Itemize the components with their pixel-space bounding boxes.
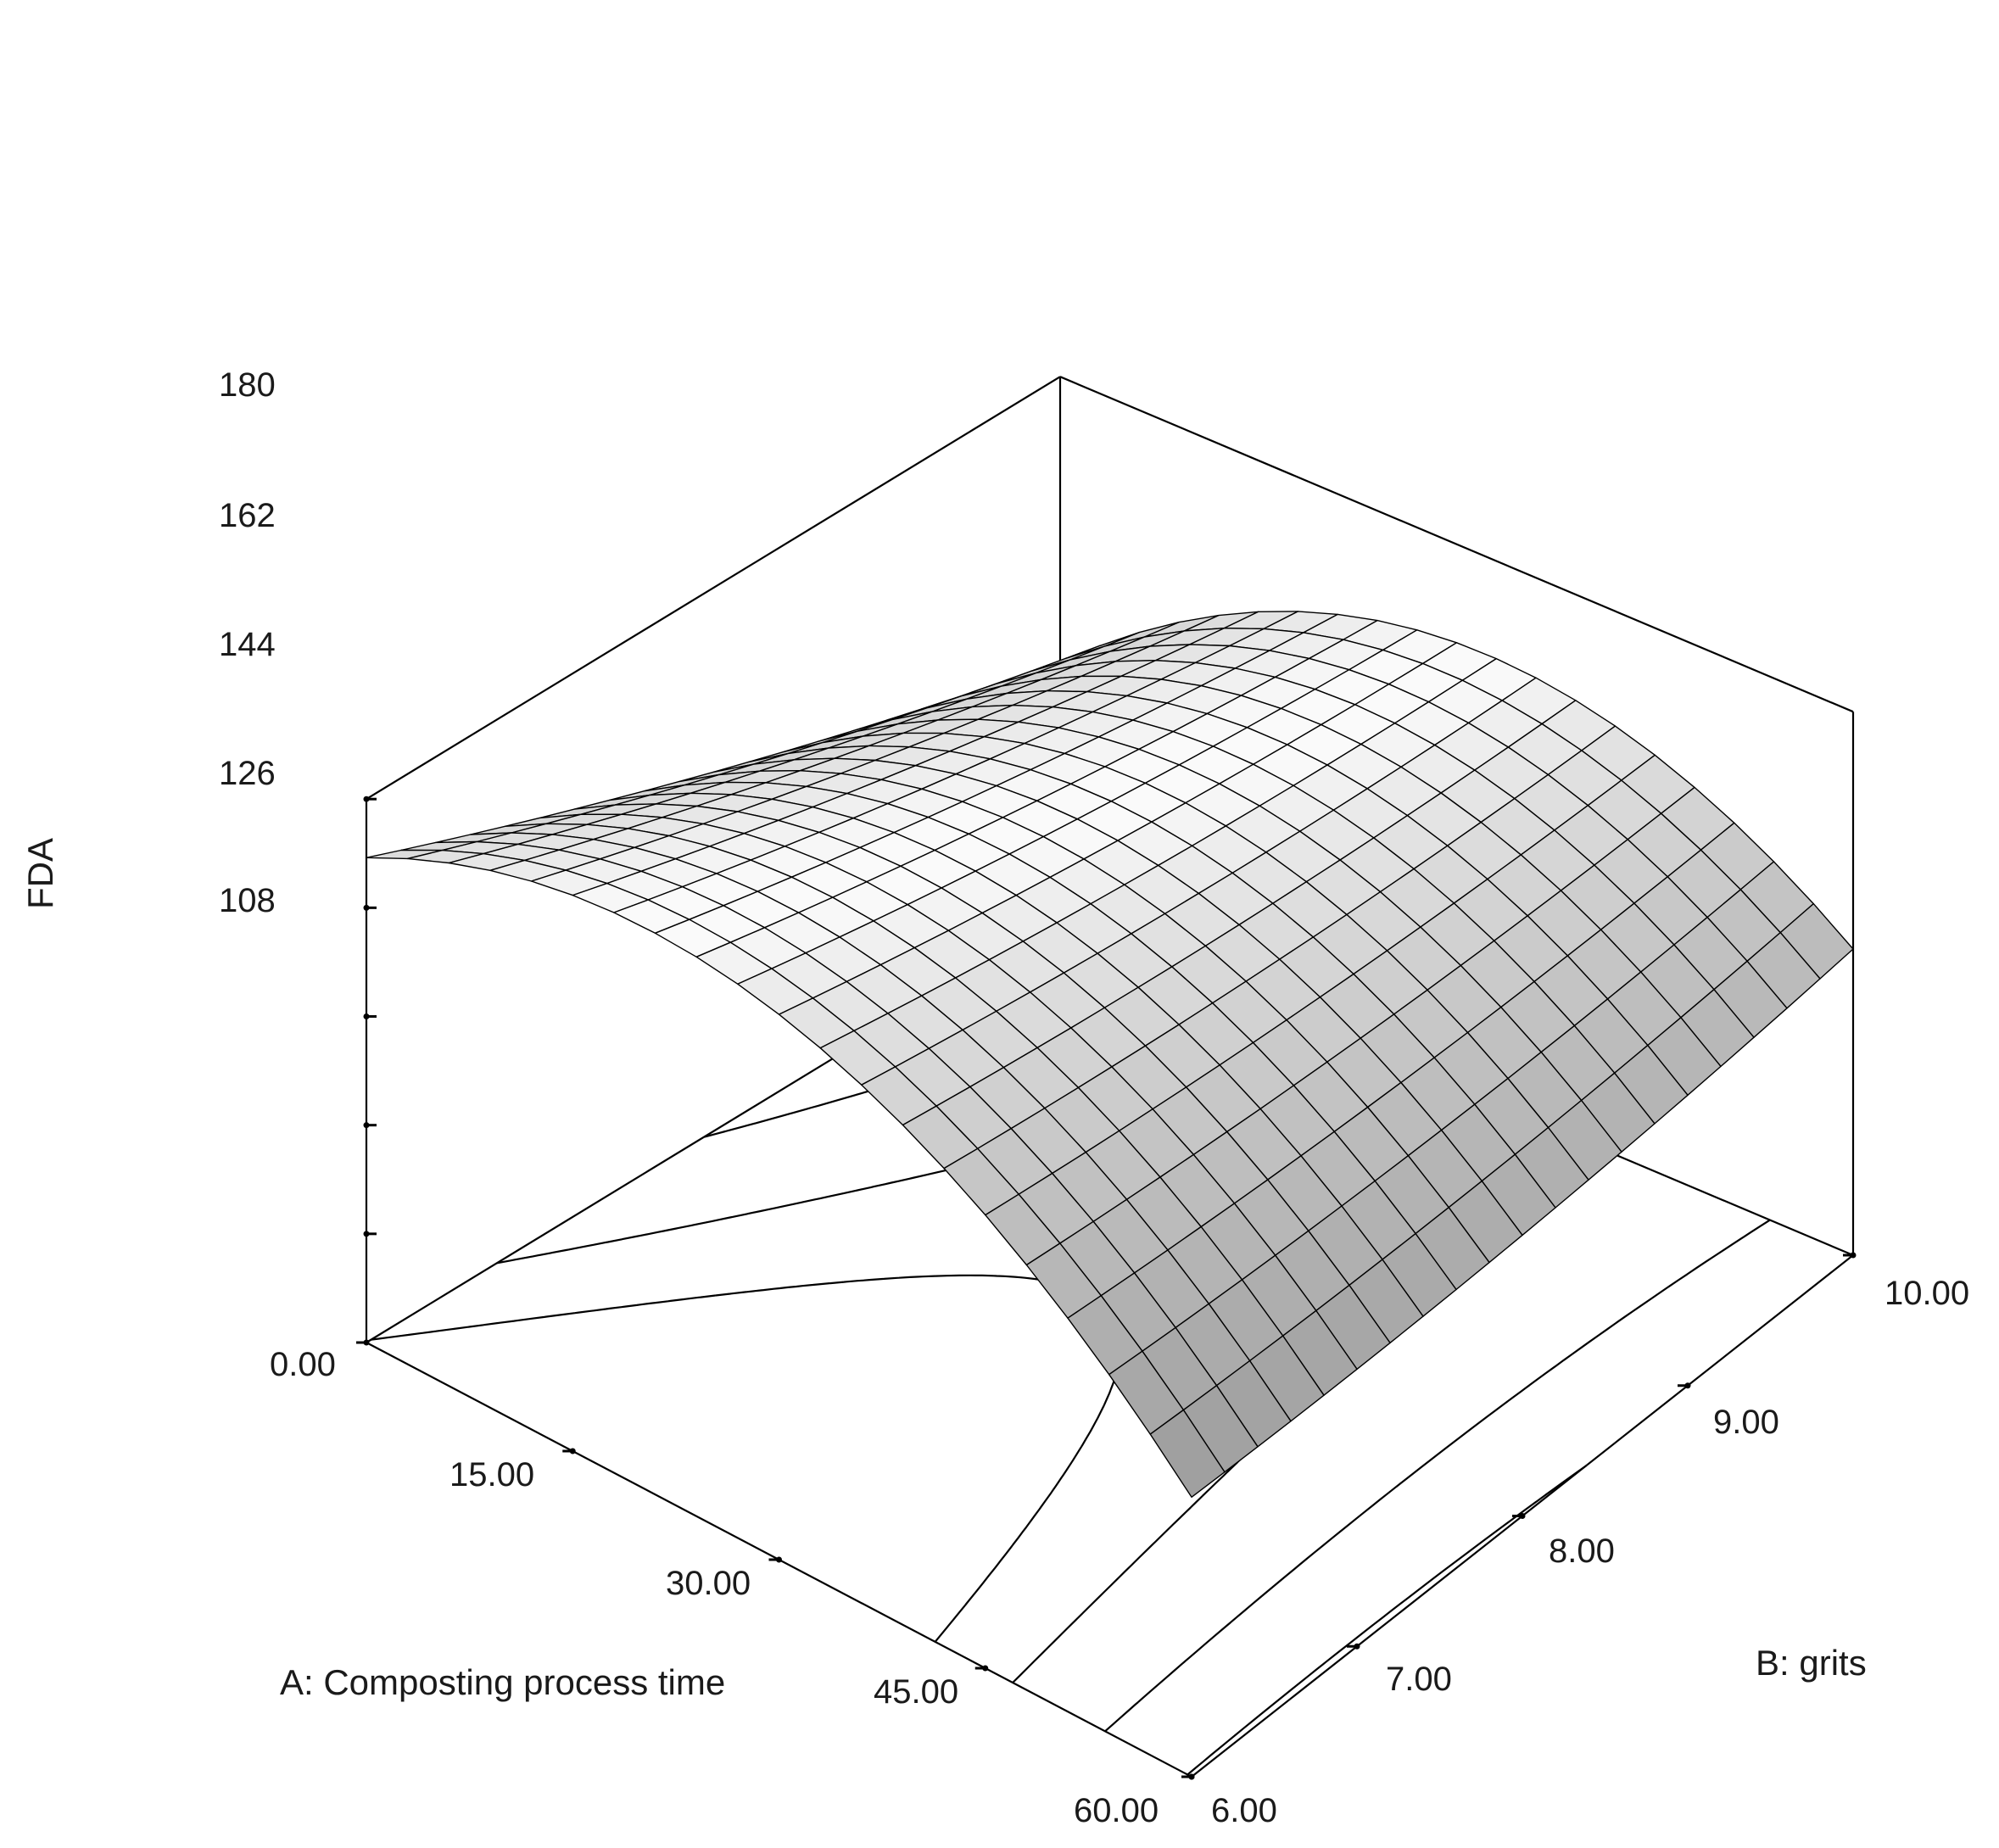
x-tick-label: 15.00	[449, 1456, 534, 1493]
axis-ticks	[356, 796, 1857, 1780]
y-tick-mark-dot	[1188, 1773, 1195, 1780]
z-tick-label: 180	[219, 366, 276, 404]
z-tick-mark-dot	[363, 1231, 370, 1237]
z-tick-label: 126	[219, 755, 276, 792]
y-tick-label: 6.00	[1211, 1792, 1277, 1829]
x-tick-mark-dot	[776, 1556, 782, 1563]
z-tick-labels: 180 162 144 126 108	[219, 366, 276, 919]
back-top-right-edge	[1059, 376, 1854, 713]
y-tick-label: 8.00	[1549, 1533, 1615, 1570]
y-tick-mark-dot	[1684, 1382, 1691, 1389]
response-surface-mesh	[366, 611, 1854, 1499]
z-tick-mark-dot	[363, 796, 370, 802]
y-tick-label: 9.00	[1713, 1404, 1779, 1441]
x-tick-mark-dot	[363, 1339, 370, 1346]
x-tick-label: 30.00	[666, 1565, 751, 1602]
y-tick-label: 7.00	[1386, 1661, 1452, 1698]
y-tick-mark-dot	[1850, 1252, 1857, 1259]
back-top-left-edge	[366, 376, 1061, 801]
x-tick-label: 0.00	[270, 1346, 336, 1383]
x-tick-labels: 0.00 15.00 30.00 45.00 60.00	[270, 1346, 1159, 1829]
z-axis-title: FDA	[20, 838, 60, 909]
y-tick-mark-dot	[1354, 1643, 1360, 1650]
z-tick-label: 108	[219, 882, 276, 919]
z-tick-label: 162	[219, 497, 276, 534]
y-tick-mark-dot	[1519, 1513, 1526, 1519]
z-tick-mark-dot	[363, 1013, 370, 1020]
x-tick-mark-dot	[569, 1448, 576, 1454]
y-tick-label: 10.00	[1885, 1275, 1969, 1312]
y-tick-labels: 6.00 7.00 8.00 9.00 10.00	[1211, 1275, 1969, 1829]
z-tick-mark-dot	[363, 904, 370, 911]
y-axis-title: B: grits	[1756, 1643, 1867, 1683]
z-tick-label: 144	[219, 626, 276, 663]
x-tick-mark-dot	[982, 1665, 989, 1672]
z-tick-mark-dot	[363, 1122, 370, 1129]
x-axis-title: A: Composting process time	[280, 1662, 725, 1702]
surface-cell	[1149, 1409, 1226, 1499]
x-tick-label: 45.00	[874, 1673, 958, 1711]
x-tick-label: 60.00	[1074, 1792, 1159, 1829]
